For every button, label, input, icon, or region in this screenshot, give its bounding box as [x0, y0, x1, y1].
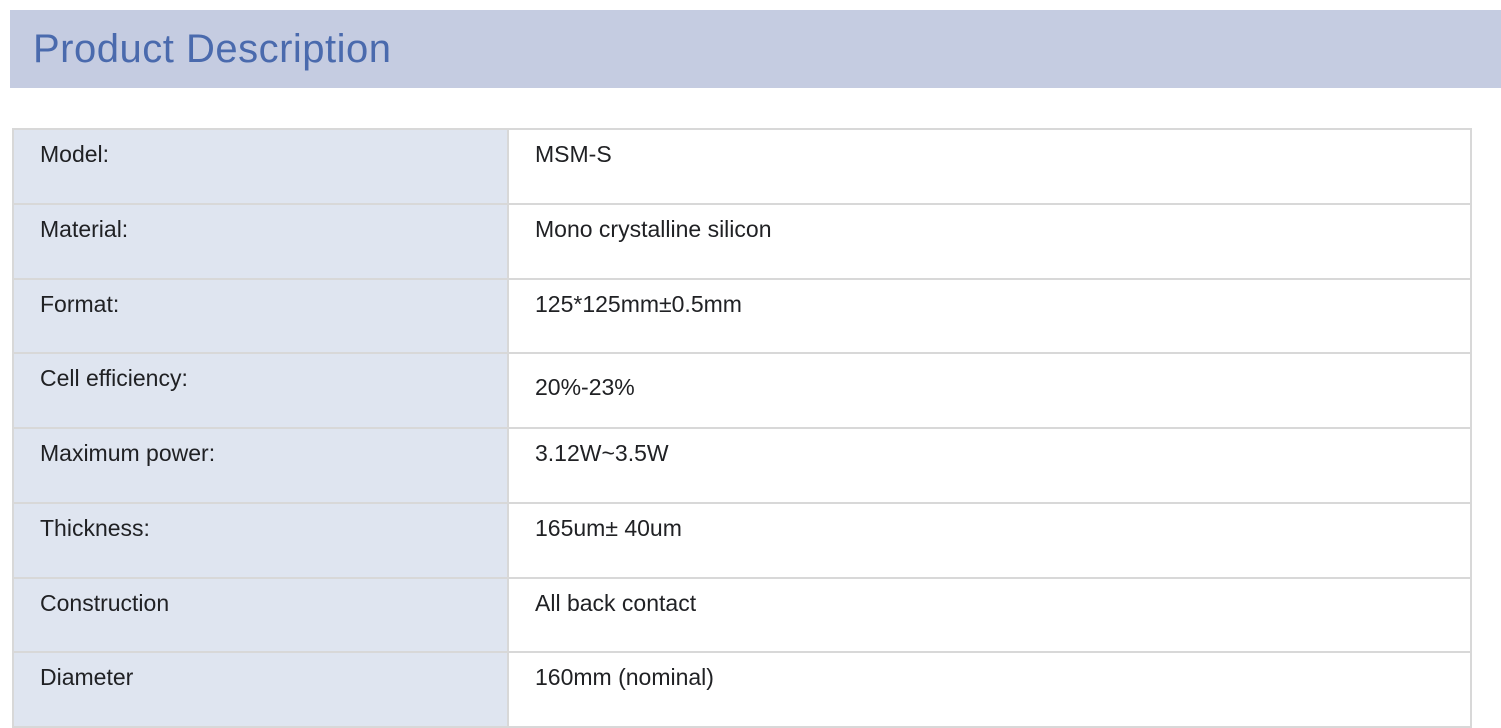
spec-value: 20%-23%	[507, 352, 1472, 429]
spec-value: All back contact	[507, 576, 1472, 654]
spec-label: Material:	[12, 202, 509, 280]
spec-value: 3.12W~3.5W	[507, 427, 1472, 504]
table-row: Model: MSM-S	[12, 128, 1472, 205]
spec-label: Format:	[12, 277, 509, 355]
spec-value: 165um± 40um	[507, 501, 1472, 579]
spec-value: MSM-S	[507, 128, 1472, 205]
spec-label: Construction	[12, 576, 509, 654]
spec-value: 125*125mm±0.5mm	[507, 277, 1472, 355]
spec-value: 160mm (nominal)	[507, 651, 1472, 728]
spec-label: Diameter	[12, 651, 509, 728]
spec-label: Cell efficiency:	[12, 352, 509, 429]
spec-value: Mono crystalline silicon	[507, 202, 1472, 280]
spec-label: Model:	[12, 128, 509, 205]
table-row: Diameter 160mm (nominal)	[12, 651, 1472, 728]
table-row: Format: 125*125mm±0.5mm	[12, 277, 1472, 355]
section-title: Product Description	[33, 26, 392, 71]
spec-label: Maximum power:	[12, 427, 509, 504]
spec-label: Thickness:	[12, 501, 509, 579]
table-row: Cell efficiency: 20%-23%	[12, 352, 1472, 429]
table-row: Maximum power: 3.12W~3.5W	[12, 427, 1472, 504]
table-row: Thickness: 165um± 40um	[12, 501, 1472, 579]
table-row: Construction All back contact	[12, 576, 1472, 654]
table-row: Material: Mono crystalline silicon	[12, 202, 1472, 280]
product-description-header: Product Description	[10, 10, 1501, 88]
product-spec-table: Model: MSM-S Material: Mono crystalline …	[12, 128, 1472, 728]
spec-table: Model: MSM-S Material: Mono crystalline …	[12, 128, 1472, 728]
